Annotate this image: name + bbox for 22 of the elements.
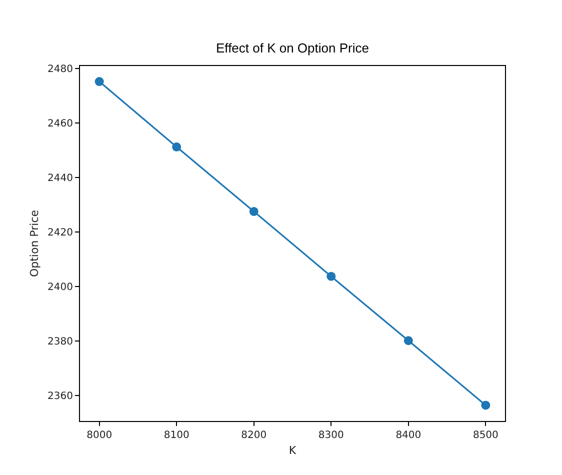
y-tick-label: 2480 <box>48 64 73 76</box>
point <box>249 206 258 216</box>
y-tick-label: 2360 <box>48 391 73 402</box>
y-tick-label: 2440 <box>48 173 73 184</box>
x-tick-label: 8300 <box>318 430 344 441</box>
y-axis-title: Option Price <box>28 210 42 278</box>
x-tick-label: 8200 <box>241 430 267 441</box>
point <box>326 272 336 281</box>
y-tick-label: 2460 <box>48 118 73 130</box>
y-tick-label: 2420 <box>48 228 73 239</box>
chart-title: Effect of K on Option Price <box>216 40 369 56</box>
x-tick-label: 8500 <box>472 430 498 441</box>
y-tick-label: 2380 <box>48 336 73 348</box>
x-axis-title: K <box>288 444 297 458</box>
point <box>404 336 413 346</box>
x-tick-label: 8400 <box>396 430 422 441</box>
x-tick-label: 8000 <box>86 430 112 441</box>
point <box>481 400 490 410</box>
x-tick-label: 8100 <box>164 430 190 441</box>
point <box>172 142 182 152</box>
y-tick-label: 2400 <box>48 282 73 294</box>
point <box>94 77 104 86</box>
